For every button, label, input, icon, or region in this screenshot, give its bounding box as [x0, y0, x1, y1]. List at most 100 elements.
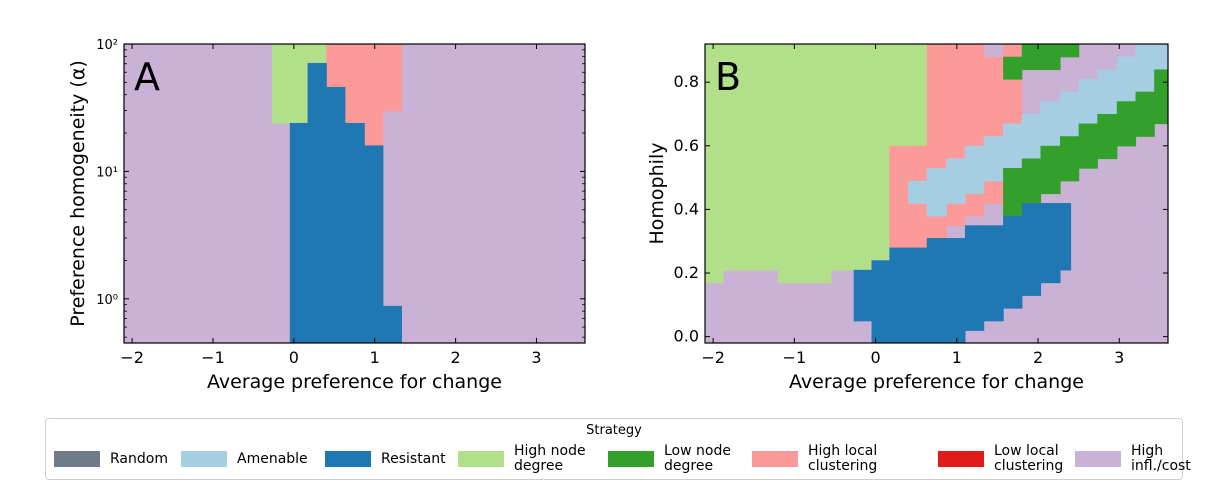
legend-swatch [325, 451, 371, 467]
cell-resistant [1060, 203, 1071, 270]
legend-swatch [938, 451, 984, 467]
cell-amenable [1154, 44, 1168, 70]
legend-swatch [458, 451, 504, 467]
legend: Strategy Random Amenable Resistant High nod… [45, 418, 1183, 480]
cell-amenable [984, 136, 1004, 181]
cell-high-node-degree [831, 44, 872, 270]
cell-amenable [1003, 124, 1022, 169]
x-tick-label: 0 [870, 348, 880, 367]
cell-resistant [326, 87, 345, 344]
x-tick-label: 3 [1114, 348, 1124, 367]
legend-label: High node degree [514, 444, 586, 474]
cell-amenable [1097, 69, 1117, 114]
legend-item: High infl./cost [1075, 445, 1191, 473]
legend-label: Amenable [237, 452, 308, 467]
x-tick-label: −2 [701, 348, 725, 367]
x-tick-label: −2 [120, 348, 144, 367]
cell-low-node-degree [1117, 101, 1136, 146]
cell-low-node-degree [1003, 57, 1022, 80]
cell-low-node-degree [1040, 146, 1060, 194]
cell-resistant [908, 248, 927, 344]
cell-resistant [927, 238, 947, 344]
x-tick-label: −1 [201, 348, 225, 367]
cell-low-node-degree [1040, 44, 1060, 70]
x-axis-label: Average preference for change [207, 371, 502, 393]
legend-swatch [54, 451, 100, 467]
cell-resistant [364, 145, 383, 343]
cell-resistant [1003, 216, 1022, 309]
y-tick-label: 10⁰ [96, 293, 118, 308]
x-tick-label: 1 [370, 348, 380, 367]
cell-high-local-clustering [345, 44, 365, 124]
cell-high-local-clustering [326, 44, 345, 88]
cell-amenable [1079, 79, 1098, 124]
legend-label: Random [110, 452, 168, 467]
cell-amenable [946, 159, 965, 204]
cell-high-node-degree [778, 44, 831, 283]
x-tick-label: 3 [531, 348, 541, 367]
cell-resistant [872, 260, 890, 343]
cell-resistant [889, 248, 908, 344]
cell-high-local-clustering [383, 44, 402, 111]
legend-swatch [1075, 451, 1121, 467]
y-tick-label: 0.6 [674, 136, 699, 155]
cell-low-node-degree [1154, 69, 1168, 124]
x-tick-label: 2 [451, 348, 461, 367]
cell-high-local-clustering [1003, 44, 1022, 124]
y-tick-label: 0.0 [674, 327, 699, 346]
legend-item: Random [54, 445, 168, 473]
cell-high-local-clustering [364, 44, 383, 146]
chart-figure: −2 −1 0 1 2 3 10⁰ 10¹ 10² Average preference for … [0, 0, 1206, 410]
legend-item: High node degree [458, 445, 586, 473]
cell-amenable [927, 168, 947, 216]
cell-resistant [965, 225, 984, 331]
legend-swatch [181, 451, 227, 467]
cell-resistant [1040, 203, 1060, 283]
cell-low-node-degree [1079, 124, 1098, 169]
cell-amenable [908, 181, 927, 204]
legend-item: Resistant [325, 445, 446, 473]
cell-resistant [345, 123, 365, 344]
cell-low-node-degree [1136, 92, 1155, 137]
legend-label: Low node degree [664, 444, 731, 474]
heatmap-cells [272, 44, 402, 344]
cell-low-node-degree [1097, 114, 1117, 159]
cell-high-local-clustering [889, 146, 908, 248]
y-axis-label: Preference homogeneity (α) [67, 60, 89, 327]
cell-resistant [290, 123, 308, 344]
x-tick-label: 0 [289, 348, 299, 367]
legend-title: Strategy [46, 423, 1182, 438]
cell-high-node-degree [908, 44, 927, 146]
y-tick-label: 0.8 [674, 72, 699, 91]
x-tick-label: −1 [783, 348, 807, 367]
cell-low-node-degree [1003, 168, 1022, 216]
cell-amenable [1040, 101, 1060, 146]
cell-resistant [984, 225, 1004, 321]
cell-amenable [1136, 44, 1155, 92]
legend-label: Resistant [381, 452, 446, 467]
x-axis-label: Average preference for change [789, 371, 1084, 393]
legend-item: Amenable [181, 445, 308, 473]
panel-a: −2 −1 0 1 2 3 10⁰ 10¹ 10² Average preference for … [67, 38, 585, 393]
legend-swatch [608, 451, 654, 467]
y-tick-label: 10¹ [96, 165, 118, 180]
x-tick-label: 2 [1033, 348, 1043, 367]
cell-resistant [946, 238, 965, 344]
legend-label: High infl./cost [1131, 444, 1191, 474]
legend-label: High local clustering [808, 444, 877, 474]
cell-amenable [965, 146, 984, 194]
y-tick-label: 0.4 [674, 199, 699, 218]
cell-low-node-degree [1060, 44, 1079, 57]
cell-resistant [1022, 203, 1041, 296]
x-tick-label: 1 [952, 348, 962, 367]
cell-resistant [854, 270, 872, 321]
legend-item: Low node degree [608, 445, 731, 473]
y-axis-label: Homophily [646, 143, 668, 245]
legend-item: High local clustering [752, 445, 877, 473]
panel-label: A [134, 55, 160, 99]
cell-high-node-degree [308, 44, 327, 64]
cell-amenable [1117, 57, 1136, 102]
legend-item: Low local clustering [938, 445, 1063, 473]
cell-amenable [1060, 92, 1079, 137]
cell-high-local-clustering [984, 57, 1004, 204]
